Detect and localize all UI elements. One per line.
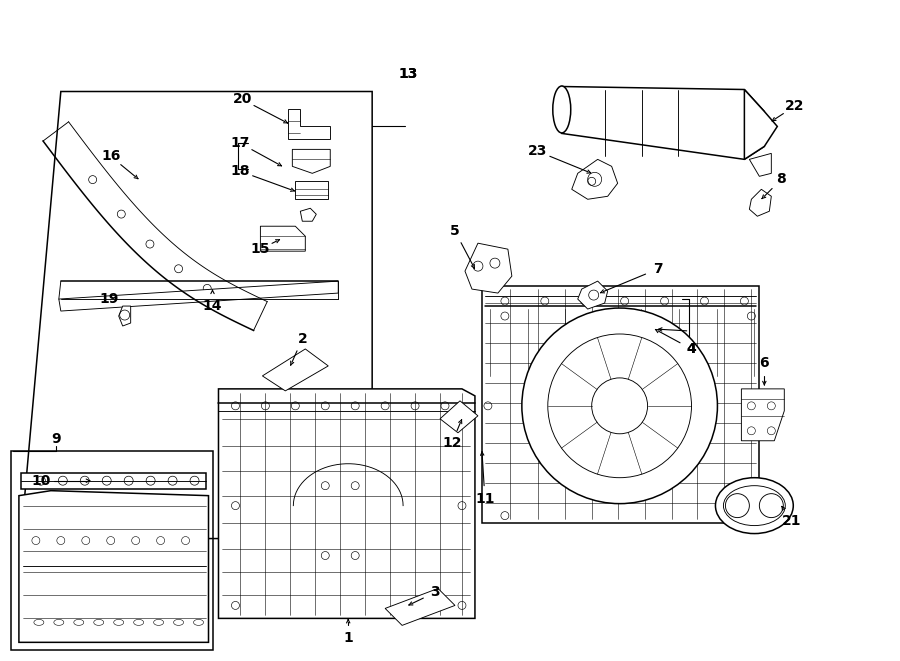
Text: 22: 22 (785, 99, 804, 114)
Polygon shape (562, 87, 764, 159)
Polygon shape (440, 401, 478, 433)
Text: 14: 14 (202, 299, 222, 313)
Polygon shape (742, 389, 784, 441)
Ellipse shape (113, 619, 123, 625)
Text: 19: 19 (99, 292, 119, 306)
Ellipse shape (154, 619, 164, 625)
Polygon shape (295, 181, 328, 199)
Polygon shape (19, 490, 209, 642)
Polygon shape (119, 306, 130, 326)
Text: 4: 4 (687, 342, 697, 356)
Text: 6: 6 (760, 356, 770, 370)
Polygon shape (750, 153, 771, 176)
Polygon shape (219, 389, 475, 619)
Ellipse shape (174, 619, 184, 625)
Text: 9: 9 (51, 432, 60, 446)
Polygon shape (744, 89, 778, 159)
Polygon shape (56, 492, 86, 516)
Text: 1: 1 (343, 631, 353, 645)
Text: 20: 20 (233, 93, 252, 106)
Polygon shape (288, 110, 330, 139)
Polygon shape (750, 189, 771, 216)
Ellipse shape (34, 619, 44, 625)
Text: 13: 13 (399, 67, 418, 81)
Text: 15: 15 (250, 242, 270, 256)
Text: 10: 10 (32, 474, 50, 488)
Polygon shape (260, 226, 305, 251)
Polygon shape (93, 513, 136, 533)
Text: 17: 17 (230, 136, 250, 151)
Ellipse shape (553, 86, 571, 133)
Polygon shape (578, 281, 608, 309)
Text: 21: 21 (781, 514, 801, 527)
Ellipse shape (134, 619, 144, 625)
Text: 2: 2 (297, 332, 307, 346)
Polygon shape (482, 286, 760, 523)
Polygon shape (301, 208, 316, 221)
Text: 12: 12 (442, 436, 462, 449)
Text: 4: 4 (687, 342, 697, 356)
Ellipse shape (194, 619, 203, 625)
Polygon shape (292, 149, 330, 173)
Polygon shape (21, 473, 205, 488)
Text: 23: 23 (528, 144, 547, 159)
Polygon shape (465, 243, 512, 293)
Text: 7: 7 (652, 262, 662, 276)
Text: 13: 13 (399, 67, 418, 81)
Ellipse shape (94, 619, 104, 625)
Ellipse shape (54, 619, 64, 625)
Text: 5: 5 (450, 224, 460, 238)
Text: 18: 18 (230, 165, 250, 178)
Text: 11: 11 (475, 492, 495, 506)
Text: 3: 3 (430, 586, 440, 600)
Ellipse shape (716, 478, 793, 533)
Text: 16: 16 (101, 149, 121, 163)
Ellipse shape (74, 619, 84, 625)
Polygon shape (385, 588, 455, 625)
Circle shape (522, 308, 717, 504)
Text: 8: 8 (777, 173, 787, 186)
Polygon shape (572, 159, 617, 199)
Polygon shape (263, 349, 328, 391)
Polygon shape (58, 281, 338, 311)
